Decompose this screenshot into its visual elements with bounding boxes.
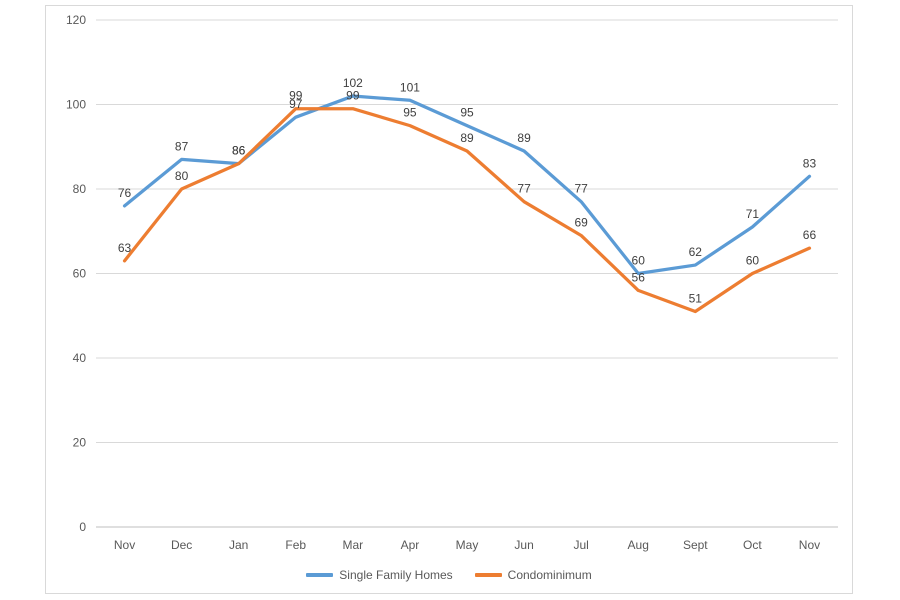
y-tick-label-100: 100	[66, 98, 86, 112]
data-label-single-family-homes-7: 89	[517, 131, 531, 145]
y-tick-label-40: 40	[73, 351, 87, 365]
data-label-condominimum-1: 80	[175, 169, 189, 183]
legend-item-single-family-homes: Single Family Homes	[306, 568, 453, 582]
y-tick-label-0: 0	[79, 520, 86, 534]
data-label-condominimum-9: 56	[632, 270, 646, 284]
data-label-condominimum-5: 95	[403, 106, 417, 120]
x-tick-label-6-may: May	[456, 538, 479, 552]
x-tick-label-2-jan: Jan	[229, 538, 248, 552]
data-label-single-family-homes-11: 71	[746, 207, 760, 221]
data-label-single-family-homes-4: 102	[343, 76, 363, 90]
x-tick-label-10-sept: Sept	[683, 538, 708, 552]
chart-legend: Single Family Homes Condominimum	[45, 565, 853, 585]
legend-label-condominimum: Condominimum	[507, 568, 592, 582]
legend-line-swatch-blue	[306, 573, 334, 577]
x-tick-label-5-apr: Apr	[401, 538, 420, 552]
data-label-single-family-homes-12: 83	[803, 156, 817, 170]
x-tick-label-8-jul: Jul	[573, 538, 588, 552]
x-tick-label-12-nov: Nov	[799, 538, 820, 552]
x-tick-label-9-aug: Aug	[628, 538, 649, 552]
x-tick-label-0-nov: Nov	[114, 538, 135, 552]
data-label-condominimum-8: 69	[574, 215, 588, 229]
y-tick-label-80: 80	[73, 182, 87, 196]
data-label-condominimum-3: 99	[289, 89, 303, 103]
data-label-condominimum-12: 66	[803, 228, 817, 242]
data-label-condominimum-0: 63	[118, 241, 132, 255]
x-tick-label-3-feb: Feb	[285, 538, 306, 552]
data-label-single-family-homes-10: 62	[689, 245, 703, 259]
x-tick-label-7-jun: Jun	[514, 538, 533, 552]
series-line-condominimum	[122, 107, 812, 314]
series-line-single-family-homes	[122, 94, 812, 276]
data-label-single-family-homes-2: 86	[232, 144, 246, 158]
data-label-single-family-homes-1: 87	[175, 139, 189, 153]
data-label-single-family-homes-8: 77	[574, 182, 588, 196]
y-tick-label-120: 120	[66, 13, 86, 27]
legend-line-swatch-orange	[474, 573, 502, 577]
y-tick-label-20: 20	[73, 436, 87, 450]
data-label-condominimum-11: 60	[746, 254, 760, 268]
chart-frame-border	[45, 5, 853, 594]
data-label-single-family-homes-3: 97	[289, 97, 303, 111]
data-label-single-family-homes-5: 101	[400, 80, 420, 94]
legend-label-single-family-homes: Single Family Homes	[339, 568, 453, 582]
data-label-single-family-homes-9: 60	[632, 254, 646, 268]
data-label-single-family-homes-0: 76	[118, 186, 132, 200]
x-tick-label-11-oct: Oct	[743, 538, 762, 552]
data-label-condominimum-4: 99	[346, 89, 360, 103]
data-label-condominimum-6: 89	[460, 131, 474, 145]
legend-item-condominimum: Condominimum	[474, 568, 592, 582]
x-tick-label-4-mar: Mar	[343, 538, 364, 552]
data-label-single-family-homes-6: 95	[460, 106, 474, 120]
y-tick-label-60: 60	[73, 267, 87, 281]
data-label-condominimum-2: 86	[232, 144, 246, 158]
x-tick-label-1-dec: Dec	[171, 538, 192, 552]
data-label-condominimum-7: 77	[517, 182, 531, 196]
data-label-condominimum-10: 51	[689, 292, 703, 306]
